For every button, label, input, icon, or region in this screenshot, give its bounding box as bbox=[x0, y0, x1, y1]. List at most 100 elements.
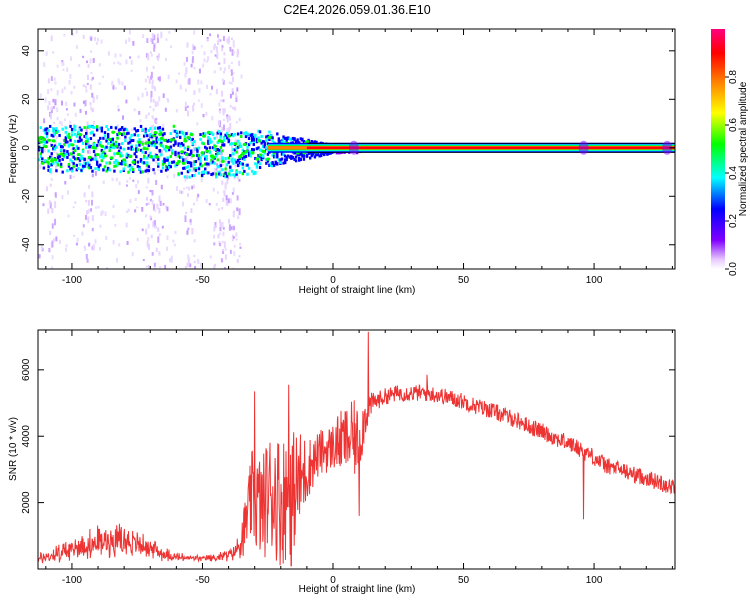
spectrogram-noise bbox=[126, 240, 129, 245]
spectrogram-cell bbox=[185, 159, 188, 163]
spectrogram-cell bbox=[200, 141, 204, 145]
spectrogram-cell bbox=[83, 134, 86, 138]
spectrogram-noise bbox=[222, 124, 225, 131]
spectrogram-noise bbox=[222, 164, 225, 167]
spectrogram-cell bbox=[244, 149, 249, 153]
spectrogram-cell bbox=[298, 141, 301, 145]
spectrogram-cell bbox=[261, 154, 265, 158]
spectrogram-noise bbox=[155, 225, 158, 229]
spectrogram-cell bbox=[180, 150, 185, 154]
spectrogram-cell bbox=[266, 157, 271, 161]
spectrogram-cell bbox=[222, 138, 226, 142]
spectrogram-cell bbox=[302, 157, 306, 161]
spectrogram-cell bbox=[251, 138, 254, 142]
spectrogram-cell bbox=[77, 139, 80, 143]
spectrogram-noise bbox=[92, 96, 95, 103]
spectrogram-noise bbox=[193, 30, 196, 35]
spectrogram-noise bbox=[164, 264, 167, 269]
spectrogram-noise bbox=[88, 185, 91, 189]
spectrogram-noise bbox=[164, 57, 167, 62]
spectrogram-cell bbox=[238, 170, 241, 174]
spectrogram-noise bbox=[205, 198, 208, 203]
spectrogram-cell bbox=[211, 155, 216, 159]
spectrogram-noise bbox=[126, 179, 129, 183]
spectrogram-cell bbox=[279, 158, 282, 162]
spectrogram-noise bbox=[87, 150, 90, 154]
spectrogram-noise bbox=[205, 111, 208, 116]
spectrogram-cell bbox=[158, 129, 162, 133]
spectrogram-noise bbox=[213, 70, 216, 74]
spectrogram-cell bbox=[219, 145, 223, 149]
spectrogram-noise bbox=[65, 101, 68, 106]
spectrogram-noise bbox=[73, 102, 76, 107]
spectrogram-cell bbox=[279, 140, 282, 144]
spectrogram-noise bbox=[51, 255, 54, 260]
spectrogram-noise bbox=[229, 122, 232, 130]
spectrogram-cell bbox=[80, 138, 83, 142]
spectrogram-cell bbox=[56, 129, 60, 133]
spectrogram-noise bbox=[50, 88, 53, 91]
spectrogram-cell bbox=[142, 154, 146, 158]
spectrogram-noise bbox=[67, 190, 70, 195]
spectrogram-x-tick-label: 100 bbox=[586, 275, 603, 286]
spectrogram-cell bbox=[124, 160, 127, 164]
spectrogram-cell bbox=[225, 174, 229, 178]
spectrogram-noise bbox=[232, 40, 235, 45]
spectrogram-cell bbox=[77, 157, 80, 161]
spectrogram-cell bbox=[141, 150, 144, 154]
spectrogram-cell bbox=[147, 144, 151, 148]
spectrogram-cell bbox=[222, 172, 226, 176]
spectrogram-cell bbox=[39, 152, 42, 156]
spectrogram-noise bbox=[158, 151, 161, 156]
spectrogram-cell bbox=[199, 156, 202, 160]
spectrogram-cell bbox=[207, 141, 210, 145]
spectrogram-cell bbox=[216, 131, 219, 135]
spectrogram-noise bbox=[197, 193, 200, 198]
spectrogram-cell bbox=[114, 144, 119, 148]
spectrogram-noise bbox=[141, 140, 144, 145]
spectrogram-cell bbox=[193, 163, 196, 167]
spectrogram-noise bbox=[142, 34, 145, 39]
spectrogram-noise bbox=[218, 241, 221, 246]
spectrogram-cell bbox=[265, 161, 268, 165]
spectrogram-noise bbox=[222, 248, 225, 252]
spectrogram-cell bbox=[255, 140, 259, 144]
spectrogram-cell bbox=[121, 162, 124, 166]
spectrogram-noise bbox=[148, 78, 151, 84]
spectrogram-cell bbox=[131, 138, 135, 142]
spectrogram-noise bbox=[235, 95, 238, 103]
spectrogram-cell bbox=[229, 173, 232, 177]
spectrogram-noise bbox=[158, 195, 161, 203]
spectrogram-cell bbox=[169, 138, 174, 142]
spectrogram-cell bbox=[94, 157, 97, 161]
spectrogram-noise bbox=[74, 112, 77, 117]
spectrogram-noise bbox=[215, 132, 218, 139]
spectrogram-cell bbox=[276, 132, 279, 136]
spectrogram-cell bbox=[247, 143, 251, 147]
spectrogram-cell bbox=[136, 164, 140, 168]
spectrogram-cell bbox=[204, 132, 207, 136]
spectrogram-cell bbox=[279, 160, 282, 164]
spectrogram-cell bbox=[103, 131, 107, 135]
spectrogram-noise bbox=[114, 223, 117, 227]
spectrogram-cell bbox=[252, 172, 255, 176]
spectrogram-noise bbox=[84, 214, 87, 220]
spectrogram-cell bbox=[265, 135, 268, 139]
spectrogram-cell bbox=[139, 124, 143, 128]
spectrogram-cell bbox=[50, 143, 53, 147]
spectrogram-cell bbox=[243, 169, 246, 173]
spectrogram-cell bbox=[72, 161, 75, 165]
spectrogram-noise bbox=[221, 44, 224, 52]
spectrogram-noise bbox=[217, 34, 220, 38]
spectrogram-cell bbox=[240, 153, 243, 157]
spectrogram-cell bbox=[135, 144, 138, 148]
spectrogram-cell bbox=[294, 159, 298, 163]
spectrogram-cell bbox=[92, 143, 96, 147]
spectrogram-cell bbox=[45, 127, 49, 131]
spectrogram-cell bbox=[162, 138, 167, 142]
spectrogram-noise bbox=[81, 231, 84, 236]
spectrogram-noise bbox=[90, 208, 93, 212]
spectrogram-noise bbox=[39, 164, 42, 169]
spectrogram-cell bbox=[249, 149, 252, 153]
spectrogram-cell bbox=[243, 131, 246, 135]
